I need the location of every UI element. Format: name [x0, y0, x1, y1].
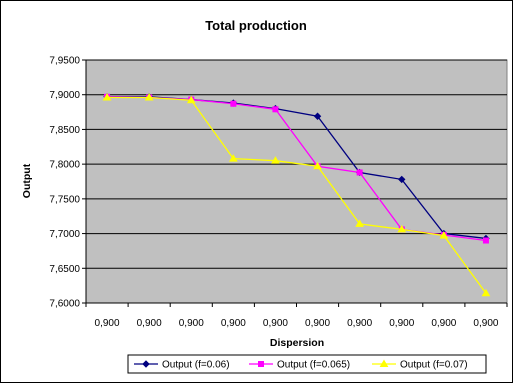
data-point: [355, 219, 365, 227]
y-tick-label: 7,6500: [49, 264, 80, 275]
y-tick-label: 7,8500: [49, 125, 80, 136]
data-point: [228, 154, 238, 162]
data-point: [397, 224, 407, 233]
chart-title: Total production: [205, 18, 307, 33]
data-point: [230, 100, 237, 107]
x-tick-label: 0,900: [221, 318, 246, 329]
x-tick-label: 0,900: [95, 318, 120, 329]
data-point: [272, 106, 279, 113]
x-axis-ticks: 0,900 0,900 0,900 0,900 0,900 0,900 0,900 0,900…: [85, 302, 508, 329]
series-line: [107, 96, 487, 294]
x-tick-label: 0,900: [389, 318, 414, 329]
data-point: [313, 161, 322, 170]
legend-marker: [258, 361, 264, 367]
legend-box: [127, 354, 487, 374]
data-point: [439, 231, 449, 239]
legend-item-label: Output (f=0.06): [162, 360, 230, 371]
y-tick-label: 7,6000: [49, 299, 80, 310]
y-tick-label: 7,7500: [49, 194, 80, 205]
y-tick-label: 7,9000: [49, 90, 80, 101]
data-point: [186, 95, 196, 104]
y-axis-label: Output: [21, 163, 33, 198]
y-axis-ticks: 7,6000 7,6500 7,7000 7,7500 7,8000 7,8500 7,90…: [49, 56, 87, 310]
x-tick-label: 0,900: [137, 318, 162, 329]
x-tick-label: 0,900: [179, 318, 204, 329]
y-tick-label: 7,7000: [49, 229, 80, 240]
data-point: [144, 92, 154, 101]
legend-marker: [379, 359, 389, 367]
data-point: [481, 288, 491, 297]
series-lines: [102, 92, 491, 297]
x-tick-label: 0,900: [431, 318, 456, 329]
x-tick-label: 0,900: [347, 318, 372, 329]
legend: Output (f=0.06) Output (f=0.065) Output (f…: [127, 354, 487, 374]
y-tick-label: 7,9500: [49, 56, 80, 67]
data-point: [313, 112, 322, 120]
legend-item-label: Output (f=0.065): [277, 360, 350, 371]
plot-area: [85, 59, 508, 304]
x-tick-label: 0,900: [263, 318, 288, 329]
x-axis-label: Dispersion: [270, 337, 324, 349]
data-point: [102, 92, 112, 101]
data-point: [482, 237, 489, 244]
y-tick-label: 7,8000: [49, 160, 80, 171]
gridlines: [86, 59, 507, 304]
legend-item-label: Output (f=0.07): [400, 360, 468, 371]
legend-marker: [142, 360, 150, 368]
data-point: [398, 175, 406, 184]
x-tick-label: 0,900: [473, 318, 498, 329]
series-3: [102, 92, 491, 297]
data-point: [356, 169, 363, 176]
data-point: [271, 156, 280, 164]
x-tick-label: 0,900: [305, 318, 330, 329]
